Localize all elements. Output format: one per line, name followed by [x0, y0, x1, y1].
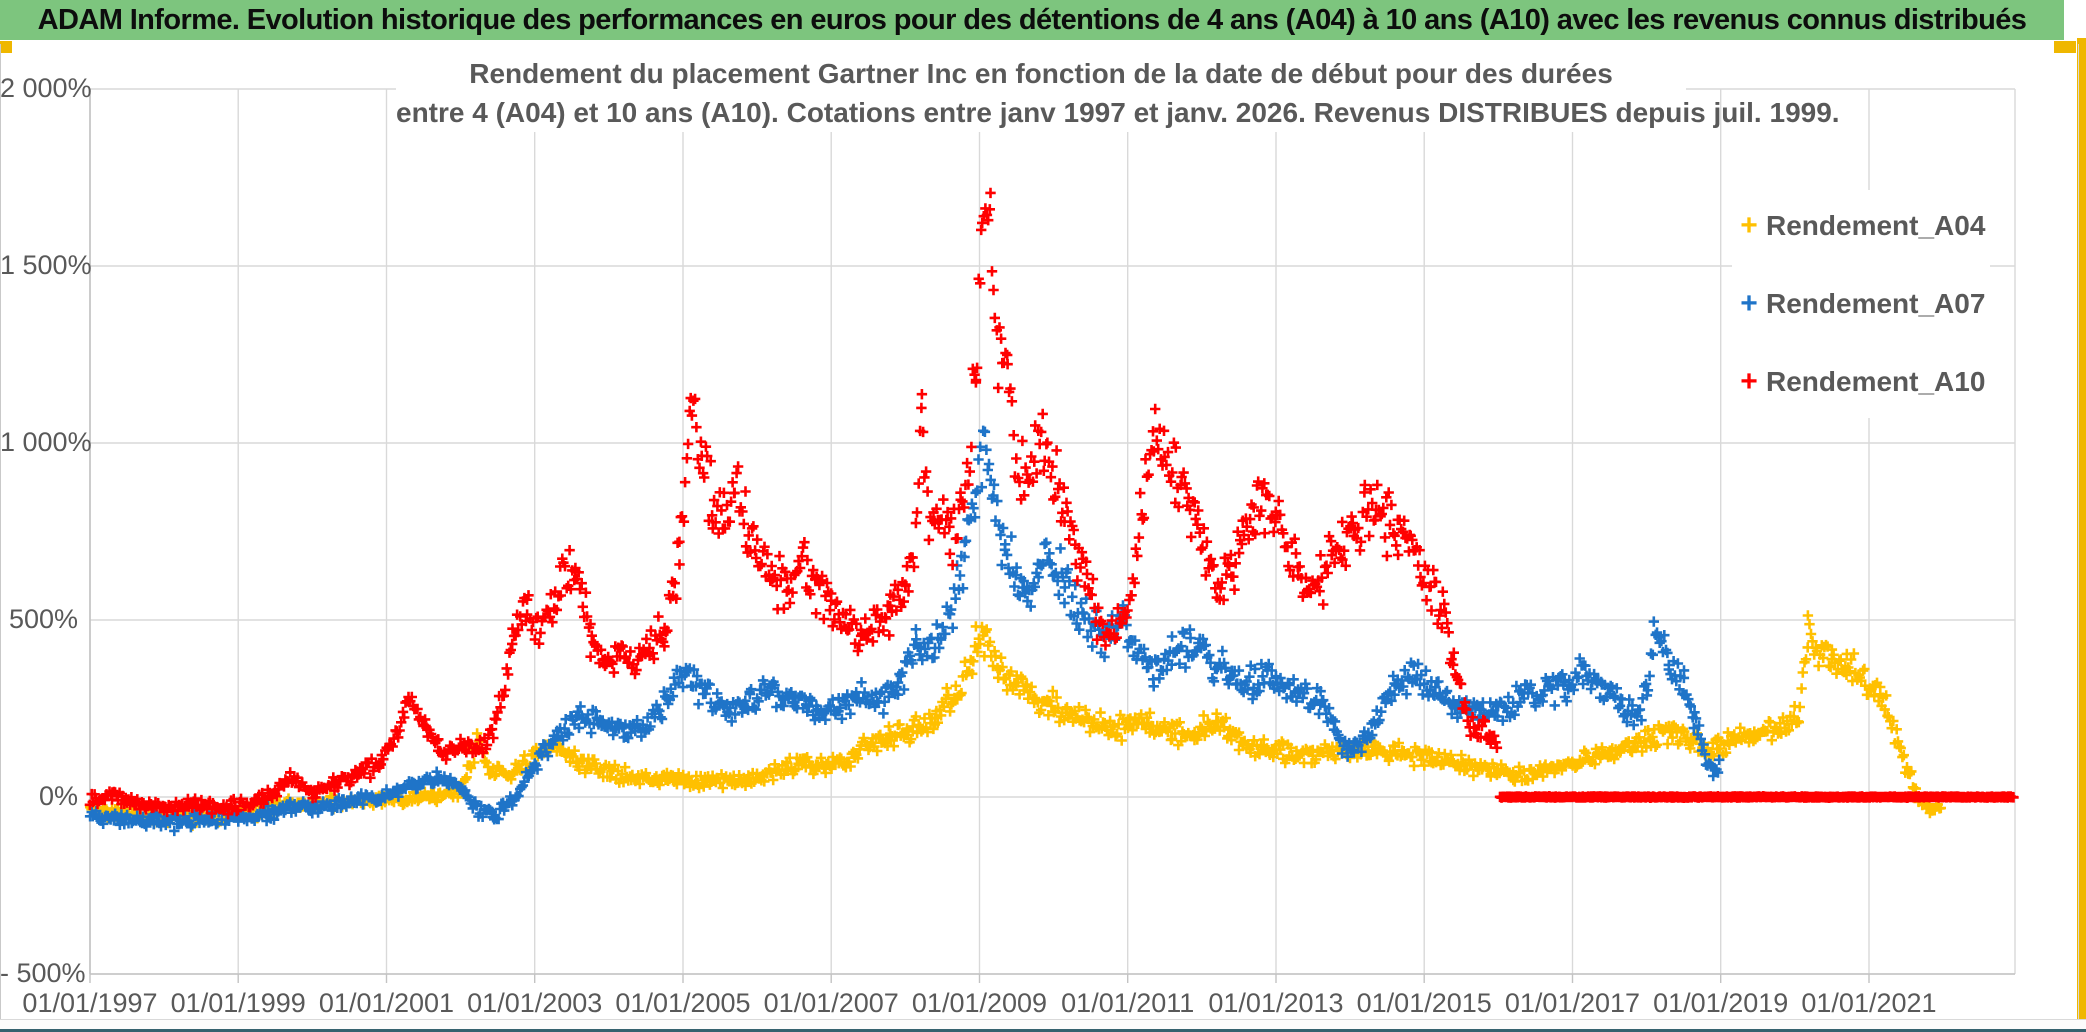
x-axis-tick-label: 01/01/2019: [1653, 988, 1789, 1018]
x-axis-tick-label: 01/01/2007: [763, 988, 899, 1018]
chart-title-line2: entre 4 (A04) et 10 ans (A10). Cotations…: [396, 97, 1840, 128]
x-axis-tick-label: 01/01/1997: [22, 988, 158, 1018]
x-axis-tick-label: 01/01/2013: [1208, 988, 1344, 1018]
plus-marker-icon: +: [1740, 287, 1758, 320]
gold-frame-right: [2077, 38, 2086, 1032]
report-title: ADAM Informe. Evolution historique des p…: [37, 3, 2027, 36]
plus-marker-icon: +: [1740, 365, 1758, 398]
x-axis-tick-label: 01/01/2011: [1061, 988, 1195, 1018]
bottom-strip: [0, 1019, 2086, 1031]
legend-item-a04[interactable]: + Rendement_A04: [1732, 196, 1990, 256]
y-axis-tick-label: 500%: [8, 604, 78, 634]
x-axis-tick-label: 01/01/2009: [911, 988, 1048, 1018]
x-axis-tick-label: 01/01/2017: [1504, 988, 1641, 1018]
x-axis-tick-label: 01/01/2005: [615, 988, 751, 1018]
x-axis-tick-label: 01/01/2001: [318, 988, 455, 1018]
x-axis-tick-label: 01/01/2003: [467, 988, 603, 1018]
legend-item-a07[interactable]: + Rendement_A07: [1732, 274, 1990, 334]
y-axis-tick-label: 1 000%: [0, 427, 92, 457]
gold-frame-corner-top-left: [0, 41, 12, 53]
report-header-bar: ADAM Informe. Evolution historique des p…: [0, 0, 2064, 40]
legend-label: Rendement_A04: [1766, 210, 1986, 241]
chart-title: Rendement du placement Gartner Inc en fo…: [396, 54, 1840, 132]
y-axis-tick-label: 2 000%: [0, 73, 92, 103]
chart-title-line1: Rendement du placement Gartner Inc en fo…: [469, 58, 1613, 89]
y-axis-tick-label: 1 500%: [0, 250, 92, 280]
legend-item-a10[interactable]: + Rendement_A10: [1732, 352, 1990, 412]
x-axis-tick-label: 01/01/2021: [1801, 988, 1937, 1018]
gold-frame-corner-top-right: [2054, 41, 2076, 53]
bottom-edge-bar: [0, 1029, 2086, 1032]
x-axis-tick-label: 01/01/2015: [1356, 988, 1492, 1018]
y-axis-tick-label: 0%: [38, 781, 78, 811]
plus-marker-icon: +: [1740, 209, 1758, 242]
y-axis-tick-label: - 500%: [0, 958, 86, 988]
legend-label: Rendement_A07: [1766, 288, 1986, 319]
chart-outer-border: [0, 44, 2079, 1019]
x-axis-tick-label: 01/01/1999: [170, 988, 306, 1018]
legend-label: Rendement_A10: [1766, 366, 1986, 397]
chart-legend: + Rendement_A04 + Rendement_A07 + Rendem…: [1732, 190, 1990, 418]
